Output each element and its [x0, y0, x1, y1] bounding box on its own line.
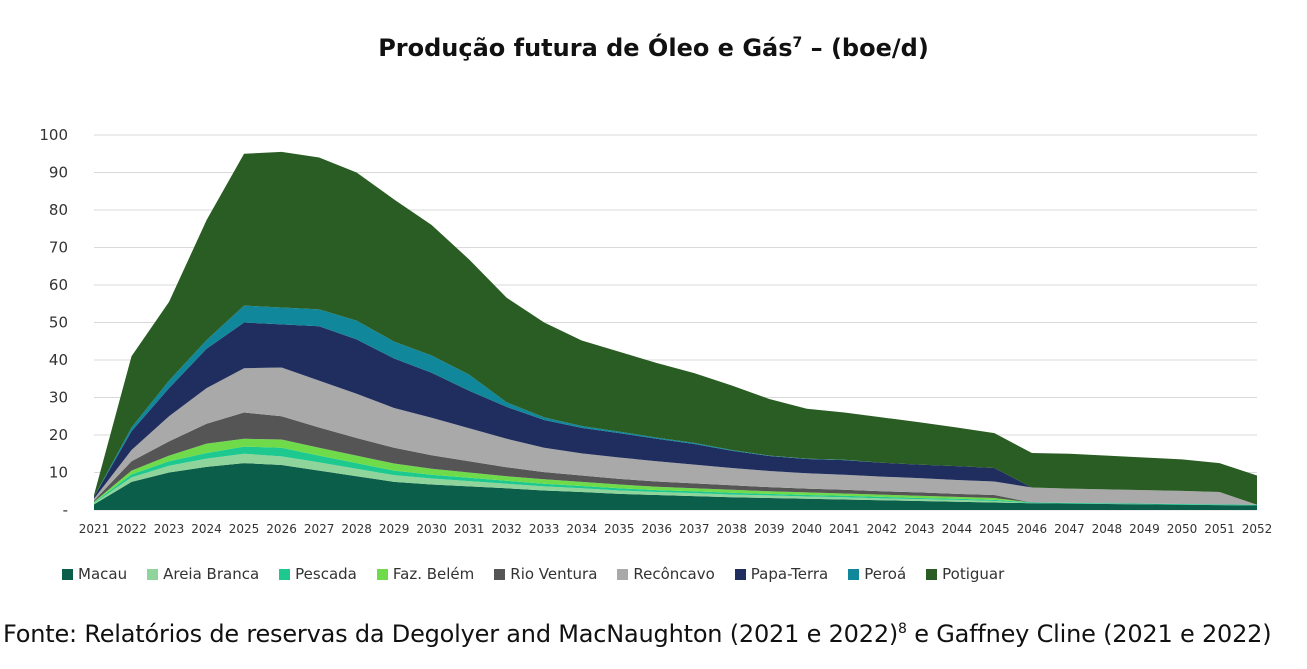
- x-tick-label: 2043: [904, 522, 935, 536]
- x-tick-label: 2031: [454, 522, 485, 536]
- x-tick-label: 2023: [154, 522, 185, 536]
- y-tick-label: 30: [49, 389, 68, 407]
- area-pescada: [94, 446, 1257, 506]
- legend-item: Macau: [62, 565, 127, 583]
- x-tick-label: 2052: [1242, 522, 1273, 536]
- x-tick-label: 2045: [979, 522, 1010, 536]
- y-tick-label: 50: [49, 314, 68, 332]
- x-tick-label: 2036: [641, 522, 672, 536]
- legend-label: Areia Branca: [163, 565, 260, 583]
- x-tick-label: 2032: [491, 522, 522, 536]
- x-tick-label: 2027: [304, 522, 335, 536]
- legend-item: Recôncavo: [617, 565, 715, 583]
- legend: Macau Areia Branca Pescada Faz. Belém Rio Ve…: [62, 565, 1004, 583]
- legend-swatch: [147, 568, 159, 580]
- legend-swatch: [848, 568, 860, 580]
- x-tick-label: 2046: [1017, 522, 1048, 536]
- chart-title-unit: – (boe/d): [802, 34, 929, 62]
- legend-label: Pescada: [295, 565, 357, 583]
- legend-label: Potiguar: [942, 565, 1005, 583]
- y-tick-label: 10: [49, 464, 68, 482]
- x-tick-label: 2039: [754, 522, 785, 536]
- y-tick-label: 100: [39, 126, 68, 144]
- area-faz-bel-m: [94, 438, 1257, 505]
- y-tick-label: 40: [49, 351, 68, 369]
- legend-item: Pescada: [279, 565, 357, 583]
- area-macau: [94, 463, 1257, 510]
- legend-swatch: [494, 568, 506, 580]
- x-tick-label: 2034: [566, 522, 597, 536]
- x-tick-label: 2047: [1054, 522, 1085, 536]
- y-tick-label: 80: [49, 201, 68, 219]
- x-tick-label: 2042: [867, 522, 898, 536]
- legend-label: Recôncavo: [633, 565, 715, 583]
- x-tick-label: 2026: [266, 522, 297, 536]
- source-note-footnote: 8: [898, 621, 907, 637]
- x-tick-label: 2051: [1204, 522, 1235, 536]
- source-note: Fonte: Relatórios de reservas da Degolye…: [3, 620, 1272, 648]
- x-tick-label: 2022: [116, 522, 147, 536]
- x-tick-label: 2028: [341, 522, 372, 536]
- x-tick-label: 2021: [79, 522, 110, 536]
- legend-label: Peroá: [864, 565, 907, 583]
- legend-swatch: [926, 568, 938, 580]
- legend-label: Rio Ventura: [510, 565, 598, 583]
- x-tick-label: 2024: [191, 522, 222, 536]
- legend-item: Papa-Terra: [734, 565, 829, 583]
- y-tick-label: 70: [49, 239, 68, 257]
- area-potiguar: [94, 151, 1257, 505]
- x-tick-label: 2038: [717, 522, 748, 536]
- y-tick-label: 90: [49, 164, 68, 182]
- x-tick-label: 2035: [604, 522, 635, 536]
- y-tick-label: 20: [49, 426, 68, 444]
- area-areia-branca: [94, 453, 1257, 506]
- area-series: [94, 151, 1257, 510]
- x-tick-label: 2044: [942, 522, 973, 536]
- area-papa-terra: [94, 322, 1257, 505]
- x-tick-label: 2037: [679, 522, 710, 536]
- legend-swatch: [617, 568, 629, 580]
- x-tick-label: 2029: [379, 522, 410, 536]
- chart-title-footnote: 7: [792, 35, 803, 51]
- source-note-text: Fonte: Relatórios de reservas da Degolye…: [3, 620, 899, 648]
- x-tick-label: 2050: [1167, 522, 1198, 536]
- x-tick-label: 2033: [529, 522, 560, 536]
- source-note-suffix: e Gaffney Cline (2021 e 2022): [906, 620, 1272, 648]
- legend-item: Rio Ventura: [494, 565, 597, 583]
- legend-swatch: [734, 568, 746, 580]
- y-axis-ticks: - 10 20 30 40 50 60 70 80 90 100: [39, 126, 68, 519]
- x-tick-label: 2030: [416, 522, 447, 536]
- x-tick-label: 2025: [229, 522, 260, 536]
- chart-title: Produção futura de Óleo e Gás7 – (boe/d): [0, 34, 1307, 62]
- legend-label: Macau: [78, 565, 128, 583]
- chart-title-main: Produção futura de Óleo e Gás: [378, 34, 793, 62]
- y-tick-label: 60: [49, 276, 68, 294]
- x-tick-label: 2041: [829, 522, 860, 536]
- legend-item: Peroá: [848, 565, 906, 583]
- legend-label: Papa-Terra: [750, 565, 829, 583]
- x-tick-label: 2040: [792, 522, 823, 536]
- legend-swatch: [376, 568, 388, 580]
- legend-swatch: [62, 568, 73, 580]
- legend-item: Potiguar: [926, 565, 1004, 583]
- legend-item: Faz. Belém: [376, 565, 475, 583]
- legend-swatch: [279, 568, 291, 580]
- x-tick-label: 2048: [1092, 522, 1123, 536]
- legend-label: Faz. Belém: [392, 565, 475, 583]
- x-tick-label: 2049: [1129, 522, 1160, 536]
- area-rio-ventura: [94, 412, 1257, 505]
- x-axis-ticks: 2021 2022 2023 2024 2025 2026 2027 2028 2029 2030…: [79, 522, 1273, 536]
- y-tick-label: -: [63, 501, 68, 519]
- area-rec-ncavo: [94, 367, 1257, 505]
- legend-item: Areia Branca: [147, 565, 259, 583]
